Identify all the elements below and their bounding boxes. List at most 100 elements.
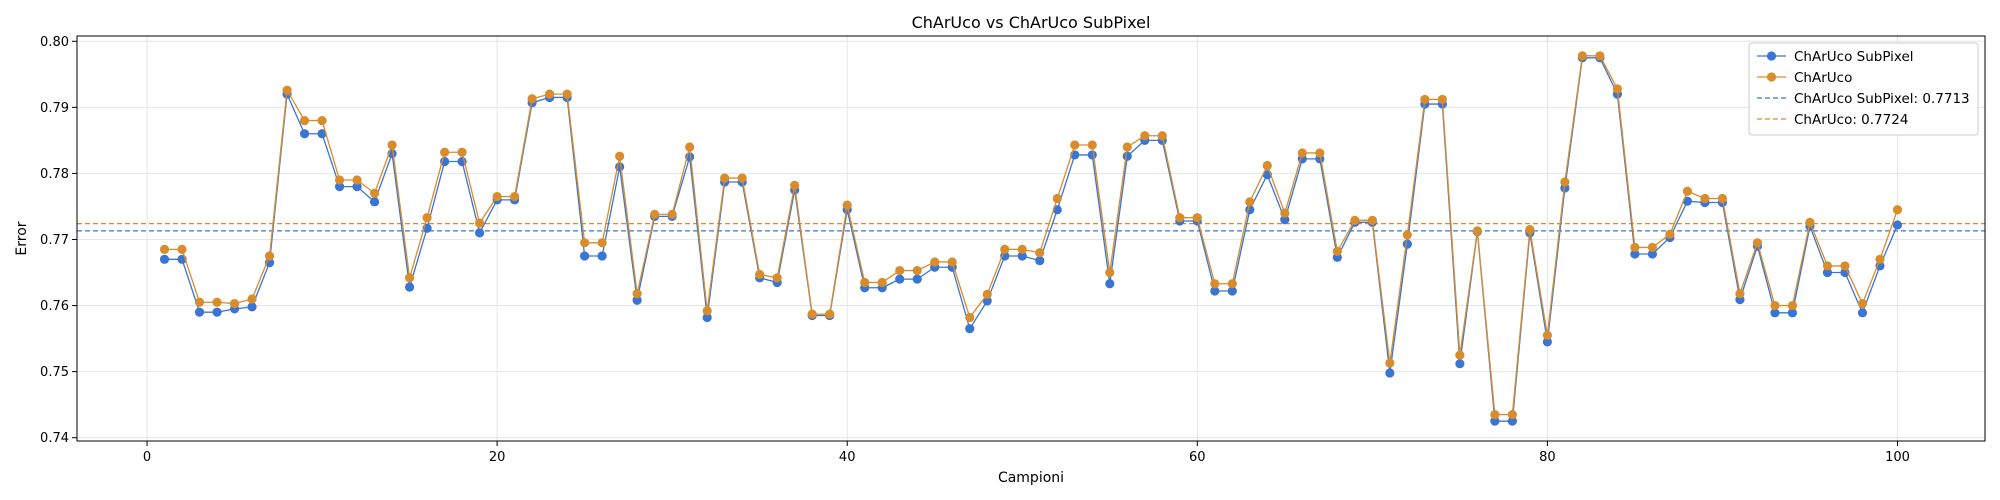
data-point (982, 289, 992, 299)
data-point (177, 244, 187, 255)
data-point (1892, 220, 1903, 230)
data-point (264, 251, 275, 261)
data-point (1210, 286, 1220, 296)
legend-label: ChArUco SubPixel (1794, 49, 1914, 65)
data-point (1280, 208, 1290, 218)
data-point (1455, 350, 1465, 360)
data-point (807, 309, 817, 319)
legend-label: ChArUco SubPixel: 0.7713 (1794, 91, 1970, 107)
data-point (352, 175, 362, 185)
y-tick-label: 0.80 (40, 35, 69, 50)
data-point (597, 238, 607, 248)
data-point (1402, 230, 1412, 240)
data-point (1385, 358, 1395, 368)
data-point (1402, 239, 1412, 249)
data-point (334, 175, 345, 185)
data-point (562, 89, 572, 99)
data-point (247, 294, 257, 304)
data-point (404, 282, 415, 292)
data-point (1612, 84, 1623, 94)
data-point (387, 140, 397, 150)
data-point (685, 142, 695, 152)
data-point (317, 115, 327, 126)
data-point (1157, 131, 1167, 141)
data-point (877, 277, 887, 288)
data-point (1875, 254, 1885, 264)
data-point (632, 289, 642, 299)
data-point (1787, 300, 1798, 311)
data-point (1857, 298, 1868, 309)
data-point (1822, 267, 1833, 278)
data-point (912, 274, 922, 284)
plot-frame (76, 35, 1986, 442)
y-tick-label: 0.74 (40, 431, 69, 446)
data-point (1752, 238, 1763, 248)
data-point (1262, 160, 1272, 171)
data-point (1035, 248, 1045, 258)
data-point (422, 213, 432, 223)
data-point (1315, 148, 1325, 158)
x-tick-label: 60 (1189, 450, 1206, 465)
data-point (1105, 279, 1115, 289)
data-point (352, 182, 362, 192)
data-point (475, 218, 485, 228)
data-point (1122, 142, 1132, 152)
data-point (1647, 249, 1658, 259)
data-point (212, 297, 222, 307)
data-point (702, 312, 712, 323)
data-point (965, 324, 975, 334)
data-point (1455, 359, 1465, 369)
data-point (1350, 215, 1360, 225)
data-point (1122, 151, 1132, 161)
data-point (212, 307, 222, 317)
legend-label: ChArUco (1794, 70, 1852, 86)
data-point (194, 307, 205, 317)
data-point (1787, 308, 1798, 318)
data-point (1087, 140, 1097, 150)
data-point (1560, 177, 1570, 187)
data-point (475, 228, 485, 238)
data-point (1227, 286, 1237, 296)
data-point (1682, 196, 1693, 206)
data-point (1647, 242, 1658, 253)
data-point (1805, 217, 1815, 227)
data-point (369, 188, 380, 198)
legend-box (1748, 42, 1979, 136)
data-point (1437, 94, 1447, 105)
data-point (1140, 131, 1150, 141)
data-point (1105, 267, 1115, 278)
data-point (317, 129, 327, 139)
data-point (1525, 224, 1535, 235)
data-point (545, 89, 555, 99)
legend-label: ChArUco: 0.7724 (1794, 112, 1908, 128)
data-point (755, 269, 765, 280)
data-point (1070, 140, 1080, 150)
data-point (1840, 261, 1850, 271)
data-point (229, 298, 240, 309)
x-axis-title: Campioni (998, 470, 1064, 486)
data-point (1385, 368, 1395, 378)
data-point (930, 257, 940, 267)
data-point (1630, 249, 1640, 259)
y-axis-title: Error (14, 221, 30, 255)
data-point (790, 180, 800, 190)
data-point (650, 209, 660, 219)
data-point (247, 302, 257, 312)
data-point (1595, 51, 1605, 61)
data-point (982, 296, 992, 306)
data-point (1770, 308, 1780, 318)
data-point (1035, 256, 1045, 266)
y-tick-label: 0.75 (40, 365, 69, 380)
data-point (159, 254, 170, 264)
x-tick-label: 80 (1539, 450, 1556, 465)
data-point (1210, 279, 1220, 289)
data-point (1577, 51, 1587, 61)
data-point (1280, 215, 1290, 225)
data-point (825, 309, 835, 319)
data-point (299, 129, 310, 139)
legend-marker (1766, 51, 1777, 61)
data-point (1682, 186, 1693, 196)
data-point (1507, 409, 1517, 420)
data-point (1472, 226, 1482, 236)
data-point (1735, 289, 1745, 299)
